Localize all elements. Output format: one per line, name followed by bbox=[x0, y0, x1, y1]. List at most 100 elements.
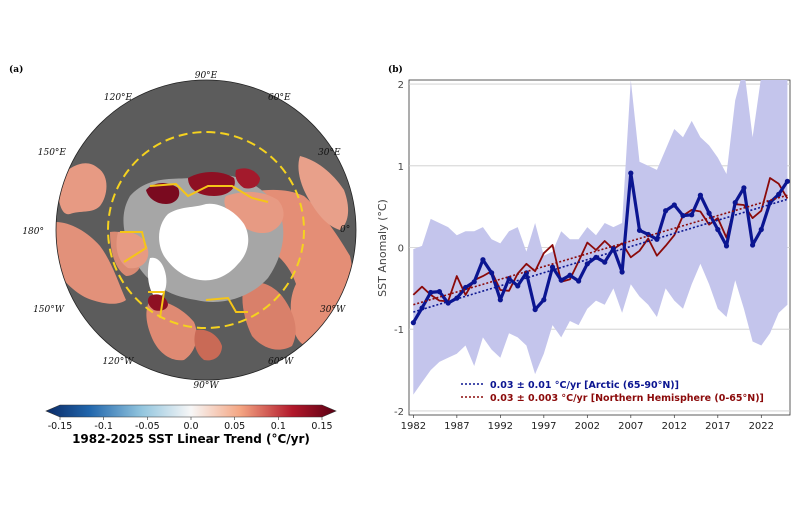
y-tick-label: 2 bbox=[398, 80, 404, 91]
arctic-point bbox=[515, 283, 521, 289]
arctic-point bbox=[689, 212, 695, 218]
arctic-point bbox=[680, 213, 686, 219]
arctic-series-line bbox=[411, 171, 789, 324]
arctic-point bbox=[602, 259, 608, 265]
arctic-point bbox=[697, 192, 704, 198]
x-tick-label: 2022 bbox=[749, 421, 774, 432]
map-sea-ice bbox=[159, 203, 249, 281]
colorbar-tick-label: -0.05 bbox=[135, 421, 160, 432]
panel-b: (b) -2 -1 0 1 2 1982 1987 1992 1997 2002 2007 2012 2… bbox=[376, 64, 791, 432]
x-tick-label: 1987 bbox=[444, 421, 469, 432]
arctic-point bbox=[749, 242, 756, 248]
x-tick-label: 2007 bbox=[618, 421, 643, 432]
colorbar-tick-label: 0.15 bbox=[311, 421, 332, 432]
x-tick-label: 1982 bbox=[401, 421, 426, 432]
colorbar-tick-label: -0.15 bbox=[48, 421, 73, 432]
arctic-point bbox=[549, 264, 556, 270]
lon-label-60e: 60°E bbox=[268, 93, 291, 103]
legend-label: 0.03 ± 0.003 °C/yr [Northern Hemisphere … bbox=[490, 393, 764, 404]
x-tick-label: 1992 bbox=[488, 421, 513, 432]
lon-label-60w: 60°W bbox=[268, 357, 294, 367]
panel-b-label: (b) bbox=[388, 64, 403, 75]
nh-trend-line bbox=[413, 194, 788, 306]
arctic-point bbox=[776, 191, 782, 197]
arctic-point bbox=[715, 226, 721, 233]
colorbar-tick-label: 0.0 bbox=[183, 421, 198, 432]
lon-label-30w: 30°W bbox=[320, 305, 346, 315]
colorbar: -0.15 -0.1 -0.05 0.0 0.05 0.1 0.15 1982-2025 S… bbox=[45, 404, 337, 446]
arctic-point bbox=[541, 297, 547, 303]
arctic-point bbox=[671, 202, 677, 208]
x-tick-label: 2002 bbox=[575, 421, 600, 432]
y-axis-label: SST Anomaly (°C) bbox=[376, 199, 389, 297]
map-sea-ice-tongue bbox=[147, 257, 167, 297]
arctic-point bbox=[628, 170, 634, 176]
y-tick-label: 0 bbox=[398, 244, 404, 255]
arctic-point bbox=[706, 210, 712, 216]
y-tick-label: -2 bbox=[394, 407, 404, 418]
panel-a: (a) bbox=[9, 64, 357, 446]
arctic-point bbox=[567, 272, 573, 278]
y-tick-label: -1 bbox=[394, 325, 404, 336]
colorbar-tick-label: 0.05 bbox=[224, 421, 245, 432]
arctic-point bbox=[428, 289, 434, 296]
arctic-point bbox=[462, 284, 469, 291]
map-ocean-arabian-strip bbox=[298, 156, 349, 230]
arctic-point bbox=[558, 277, 564, 283]
map-ocean-pacific bbox=[56, 222, 126, 304]
lon-label-180: 180° bbox=[22, 227, 44, 237]
arctic-point bbox=[419, 305, 425, 311]
map-warm-chukchi bbox=[116, 231, 149, 269]
arctic-point bbox=[654, 236, 660, 242]
arctic-uncertainty-band bbox=[413, 80, 788, 395]
arctic-point bbox=[741, 185, 747, 191]
arctic-point bbox=[732, 199, 738, 206]
lon-label-30e: 30°E bbox=[318, 148, 341, 158]
legend: 0.03 ± 0.01 °C/yr [Arctic (65-90°N)] 0.03… bbox=[461, 380, 764, 404]
map-region-boundary bbox=[120, 182, 269, 319]
arctic-point bbox=[410, 320, 416, 326]
arctic-point bbox=[784, 178, 790, 184]
arctic-point bbox=[436, 289, 443, 295]
colorbar-bar bbox=[45, 404, 337, 418]
colorbar-title: 1982-2025 SST Linear Trend (°C/yr) bbox=[72, 432, 310, 446]
polar-map bbox=[56, 80, 356, 380]
arctic-point bbox=[663, 208, 669, 214]
arctic-point bbox=[489, 270, 495, 276]
lon-label-90w: 90°W bbox=[193, 381, 219, 391]
lon-label-0: 0° bbox=[340, 225, 350, 235]
x-tick-label: 2017 bbox=[705, 421, 730, 432]
arctic-point bbox=[610, 245, 617, 251]
map-strong-warming-east bbox=[235, 168, 260, 189]
lon-label-120w: 120°W bbox=[103, 357, 135, 367]
map-ocean-pacific-upper bbox=[57, 163, 107, 215]
lon-label-150e: 150°E bbox=[38, 148, 67, 158]
arctic-point bbox=[723, 243, 730, 249]
colorbar-tick-label: -0.1 bbox=[94, 421, 113, 432]
arctic-point bbox=[758, 226, 764, 233]
arctic-point bbox=[532, 306, 538, 313]
arctic-point bbox=[506, 275, 512, 282]
panel-a-label: (a) bbox=[9, 64, 23, 75]
colorbar-tick-label: 0.1 bbox=[271, 421, 286, 432]
map-ocean-south bbox=[194, 329, 222, 361]
lon-label-150w: 150°W bbox=[33, 305, 65, 315]
arctic-trend-line bbox=[413, 198, 788, 313]
x-tick-label: 1997 bbox=[531, 421, 556, 432]
arctic-point bbox=[471, 279, 477, 285]
map-outline bbox=[55, 79, 357, 381]
arctic-point bbox=[636, 227, 643, 233]
legend-label: 0.03 ± 0.01 °C/yr [Arctic (65-90°N)] bbox=[490, 380, 679, 391]
map-arctic-circle bbox=[107, 131, 305, 329]
lon-label-90e: 90°E bbox=[195, 71, 218, 81]
arctic-point bbox=[645, 231, 651, 238]
map-strong-warming-kara bbox=[146, 183, 180, 204]
y-tick-label: 1 bbox=[398, 162, 404, 173]
arctic-point bbox=[576, 278, 582, 284]
arctic-point bbox=[480, 257, 486, 263]
map-ocean-north-atlantic bbox=[242, 282, 296, 350]
arctic-point bbox=[584, 261, 590, 267]
x-tick-label: 2012 bbox=[662, 421, 687, 432]
lon-label-120e: 120°E bbox=[104, 93, 133, 103]
